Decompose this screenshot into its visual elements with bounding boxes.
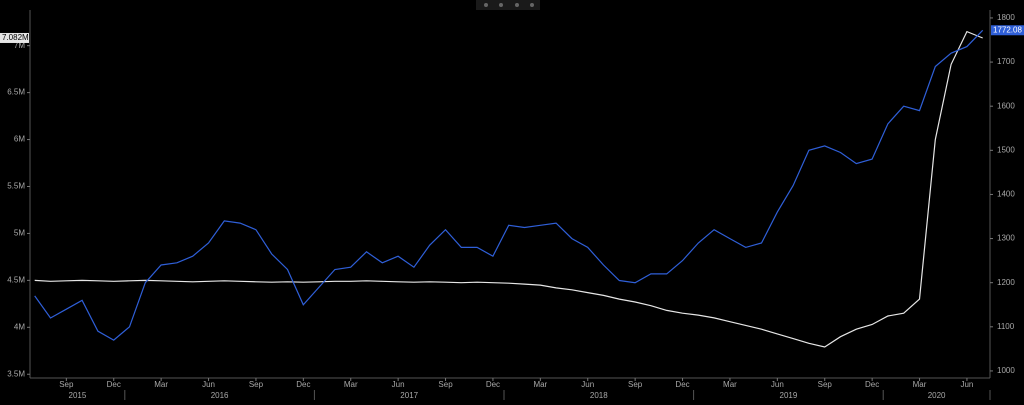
y-tick-label: 5M <box>14 229 25 238</box>
x-tick-label: Jun <box>392 380 405 389</box>
y-tick-label: 4.5M <box>7 275 25 284</box>
x-tick-label: Sep <box>818 380 833 389</box>
y-tick-label: 5.5M <box>7 182 25 191</box>
x-tick-label: Jun <box>202 380 215 389</box>
toolbar <box>476 0 540 10</box>
x-tick-label: Sep <box>249 380 264 389</box>
y-tick-label: 7M <box>14 41 25 50</box>
tool-zoom[interactable] <box>530 3 534 7</box>
x-tick-label: Sep <box>628 380 643 389</box>
y2-tick-label: 1600 <box>997 101 1015 110</box>
x-tick-label: Mar <box>533 380 547 389</box>
x-tick-label: Dec <box>675 380 689 389</box>
x-tick-label: Dec <box>296 380 310 389</box>
last-value-label: 1772.08 <box>993 25 1022 34</box>
x-tick-label: Dec <box>486 380 500 389</box>
year-label: 2017 <box>400 391 418 400</box>
x-tick-label: Mar <box>913 380 927 389</box>
last-value-badge <box>0 32 29 43</box>
toolbar-bg <box>476 0 540 10</box>
y-tick-label: 3.5M <box>7 369 25 378</box>
y2-tick-label: 1300 <box>997 234 1015 243</box>
year-label: 2018 <box>590 391 608 400</box>
x-tick-label: Jun <box>771 380 784 389</box>
x-tick-label: Dec <box>107 380 121 389</box>
y2-tick-label: 1100 <box>997 322 1015 331</box>
last-value-label: 7.082M <box>2 33 29 42</box>
x-tick-label: Mar <box>723 380 737 389</box>
y-tick-label: 4M <box>14 322 25 331</box>
x-tick-label: Mar <box>154 380 168 389</box>
x-tick-label: Mar <box>344 380 358 389</box>
y2-tick-label: 1200 <box>997 278 1015 287</box>
y-tick-label: 6.5M <box>7 88 25 97</box>
year-label: 2020 <box>928 391 946 400</box>
x-tick-label: Sep <box>59 380 74 389</box>
line-series <box>34 30 983 348</box>
x-tick-label: Dec <box>865 380 879 389</box>
tool-save[interactable] <box>515 3 519 7</box>
y2-tick-label: 1800 <box>997 13 1015 22</box>
year-label: 2019 <box>780 391 798 400</box>
tool-draw[interactable] <box>499 3 503 7</box>
y2-tick-label: 1400 <box>997 190 1015 199</box>
line-series <box>34 29 984 341</box>
x-tick-label: Jun <box>960 380 973 389</box>
x-tick-label: Sep <box>438 380 453 389</box>
last-value-badge <box>991 25 1024 36</box>
tool-move[interactable] <box>484 3 488 7</box>
y-tick-label: 6M <box>14 135 25 144</box>
year-label: 2015 <box>69 391 87 400</box>
year-label: 2016 <box>211 391 229 400</box>
y2-tick-label: 1000 <box>997 366 1015 375</box>
y2-tick-label: 1700 <box>997 57 1015 66</box>
y2-tick-label: 1500 <box>997 145 1015 154</box>
x-tick-label: Jun <box>581 380 594 389</box>
